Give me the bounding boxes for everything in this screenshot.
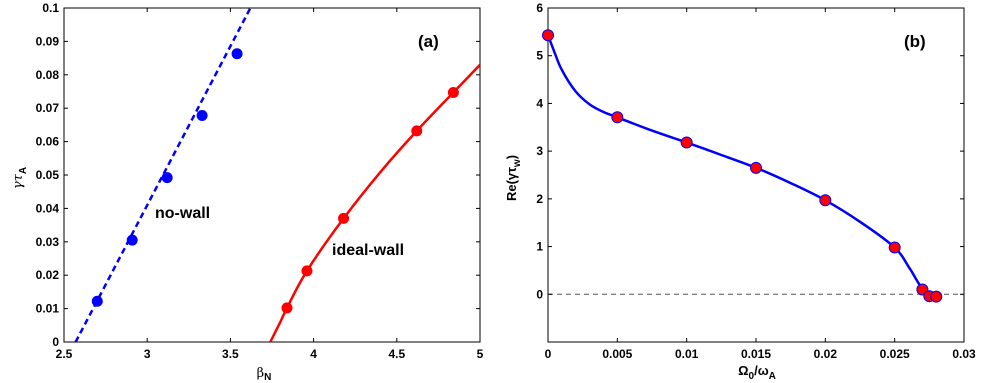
- panel-b-x-tick-label: 0.01: [675, 347, 699, 361]
- panel-a: 2.5 3 3.5 4 4.5 5 0 0.01 0.02 0.03 0.04 0.05 0.06 0.…: [11, 1, 484, 383]
- panel-a-no-wall-data-point: [161, 172, 173, 184]
- panel-a-y-tick-label: 0.01: [36, 302, 60, 316]
- panel-b-y-tick-label: 2: [536, 192, 543, 206]
- panel-b-y-tick-label: 1: [536, 240, 543, 254]
- panel-a-x-axis-label: βN: [257, 366, 272, 383]
- panel-b-series-0-data-point: [930, 290, 943, 303]
- panel-a-y-axis-label: γτA: [11, 167, 29, 189]
- annotation-ideal-wall: ideal-wall: [332, 242, 404, 259]
- panel-a-y-tick-label: 0.04: [36, 201, 60, 215]
- panel-a-y-tick-label: 0.08: [36, 68, 60, 82]
- panel-b-plot-area: [547, 7, 965, 343]
- panel-a-plot-area: [63, 7, 481, 343]
- panel-a-ideal-wall-data-point: [447, 87, 459, 99]
- panel-b-y-tick-label: 0: [536, 287, 543, 301]
- panel-a-y-tick-label: 0.03: [36, 235, 60, 249]
- panel-b-x-tick-label: 0: [545, 347, 552, 361]
- panel-a-markers: [91, 48, 459, 314]
- panel-a-no-wall-data-point: [126, 234, 138, 246]
- panel-a-no-wall-data-point: [231, 48, 243, 60]
- panel-a-y-tick-label: 0.09: [36, 34, 60, 48]
- panel-b-x-axis-label: Ω0/ωA: [738, 363, 776, 382]
- panel-b-y-tick-label: 4: [536, 96, 543, 110]
- panel-a-ideal-wall-data-point: [338, 212, 350, 224]
- annotation-no-wall: no-wall: [155, 205, 210, 222]
- panel-b-markers: [542, 29, 943, 303]
- panel-b-y-tick-label: 6: [536, 1, 543, 15]
- panel-a-y-tick-label: 0.06: [36, 135, 60, 149]
- panel-a-y-tick-label: 0.02: [36, 268, 60, 282]
- panel-a-y-tick-label: 0.07: [36, 101, 60, 115]
- panel-b-y-tick-label: 3: [536, 144, 543, 158]
- panel-a-x-tick-label: 5: [477, 347, 484, 361]
- panel-b-series-0-data-point: [819, 194, 832, 207]
- panel-b-series-0-data-point: [542, 29, 554, 42]
- panel-a-x-tick-label: 4: [310, 347, 317, 361]
- panel-a-x-tick-label: 3: [144, 347, 151, 361]
- panel-b-y-ticks: 0 1 2 3 4 5 6: [536, 1, 964, 301]
- panel-b-x-tick-label: 0.02: [814, 347, 838, 361]
- panel-a-x-tick-label: 2.5: [56, 347, 73, 361]
- panel-a-no-wall-line: [74, 8, 252, 342]
- panel-b-x-ticks: 0 0.005 0.01 0.015 0.02 0.025 0.03: [545, 8, 976, 361]
- panel-a-y-tick-label: 0: [52, 335, 59, 349]
- panel-a-no-wall-data-point: [196, 110, 208, 122]
- panel-a-no-wall-data-point: [91, 295, 103, 307]
- panel-a-x-tick-label: 3.5: [222, 347, 239, 361]
- panel-b-y-tick-label: 5: [536, 49, 543, 63]
- panel-b-x-tick-label: 0.005: [602, 347, 632, 361]
- panel-a-y-ticks: 0 0.01 0.02 0.03 0.04 0.05 0.06 0.07 0.08 0.09 0.1: [36, 1, 480, 349]
- panel-a-ideal-wall-data-point: [281, 302, 293, 314]
- panel-a-y-tick-label: 0.1: [42, 1, 59, 15]
- panel-b-series-0-data-point: [611, 111, 624, 124]
- panel-b-y-axis-label: Re(γτw): [504, 155, 523, 201]
- panel-a-y-tick-label: 0.05: [36, 168, 60, 182]
- panel-b-x-tick-label: 0.03: [952, 347, 976, 361]
- panel-a-ideal-wall-data-point: [301, 265, 313, 277]
- panel-a-label: (a): [418, 32, 439, 51]
- panel-b-series-0-data-point: [888, 241, 901, 254]
- panel-a-x-tick-label: 4.5: [388, 347, 405, 361]
- panel-a-ideal-wall-data-point: [411, 125, 423, 137]
- panel-b-x-tick-label: 0.015: [741, 347, 771, 361]
- panel-b-series-0-data-point: [680, 136, 693, 149]
- panel-b-label: (b): [904, 32, 926, 51]
- panel-b-x-tick-label: 0.025: [880, 347, 910, 361]
- panel-a-x-ticks: 2.5 3 3.5 4 4.5 5: [56, 8, 484, 361]
- panel-b-series-0-data-point: [750, 161, 762, 174]
- panel-b: 0 0.005 0.01 0.015 0.02 0.025 0.03 0 1 2 3 4 5 6 (b)…: [504, 1, 976, 382]
